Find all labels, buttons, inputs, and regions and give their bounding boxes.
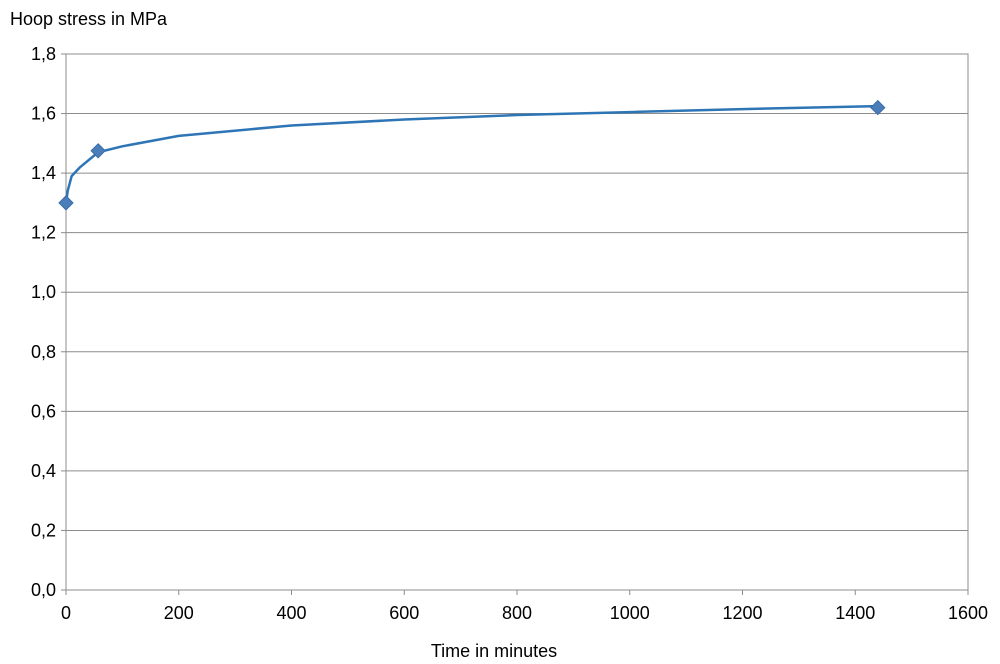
x-tick-label: 1000	[610, 603, 650, 623]
x-tick-label: 200	[164, 603, 194, 623]
x-tick-label: 600	[389, 603, 419, 623]
trendline	[64, 104, 880, 205]
axes	[65, 54, 969, 595]
x-tick-label: 1400	[835, 603, 875, 623]
x-tick-label: 1200	[722, 603, 762, 623]
data-point-marker	[90, 143, 106, 159]
x-tick-labels: 0 200 400 600 800 1000 1200 1400 1600	[61, 603, 988, 623]
y-tick-label: 0,8	[31, 342, 56, 362]
y-tick-label: 1,6	[31, 104, 56, 124]
x-tick-label: 400	[276, 603, 306, 623]
y-tick-label: 0,0	[31, 580, 56, 600]
y-tick-labels: 0,0 0,2 0,4 0,6 0,8 1,0 1,2 1,4 1,6 1,8	[31, 44, 56, 600]
y-tick-label: 0,2	[31, 520, 56, 540]
x-tick-label: 0	[61, 603, 71, 623]
data-point-marker	[870, 99, 886, 116]
x-tick-label: 1600	[948, 603, 988, 623]
y-tick-label: 1,2	[31, 223, 56, 243]
y-tick-label: 1,0	[31, 282, 56, 302]
y-tick-label: 0,6	[31, 401, 56, 421]
x-axis-title: Time in minutes	[431, 641, 557, 661]
data-markers	[58, 99, 886, 211]
y-tick-label: 1,8	[31, 44, 56, 64]
y-axis-title: Hoop stress in MPa	[10, 9, 168, 29]
y-tick-label: 1,4	[31, 163, 56, 183]
y-tick-label: 0,4	[31, 461, 56, 481]
x-tick-label: 800	[502, 603, 532, 623]
trendline-group	[64, 104, 880, 205]
data-point-marker	[58, 195, 74, 211]
